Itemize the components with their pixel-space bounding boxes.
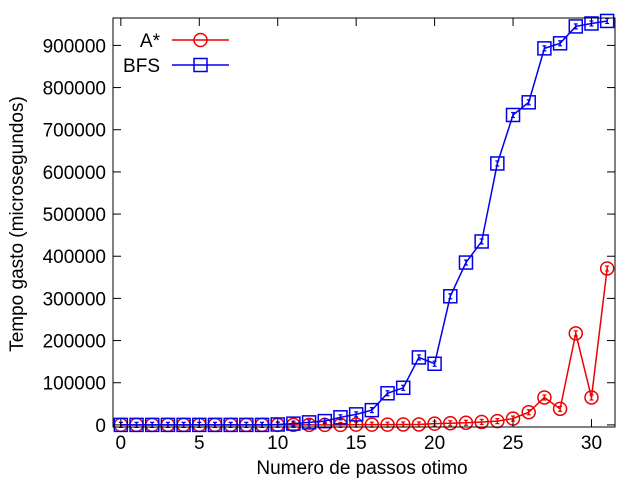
y-tick-label: 100000 bbox=[43, 374, 106, 395]
data-point bbox=[380, 417, 395, 432]
y-tick-label: 700000 bbox=[43, 121, 106, 142]
data-point bbox=[129, 417, 144, 433]
data-point bbox=[333, 410, 348, 425]
x-tick-label: 15 bbox=[346, 433, 367, 454]
y-axis-label: Tempo gasto (microsegundos) bbox=[7, 96, 28, 352]
data-point bbox=[395, 417, 411, 432]
data-point bbox=[254, 417, 270, 433]
data-point bbox=[144, 417, 160, 433]
data-point bbox=[207, 417, 223, 433]
y-tick-label: 800000 bbox=[43, 79, 106, 100]
data-point bbox=[490, 156, 505, 171]
data-point bbox=[599, 13, 615, 29]
y-tick-label: 0 bbox=[95, 416, 106, 437]
data-point bbox=[458, 415, 474, 431]
data-point bbox=[568, 19, 584, 34]
data-point bbox=[411, 417, 427, 432]
y-tick-label: 900000 bbox=[43, 36, 106, 57]
data-point bbox=[380, 386, 395, 401]
tick-labels: 0 5 10 15 20 25 30 0 100000 200000 300000 400000 500… bbox=[43, 36, 602, 454]
data-point bbox=[286, 416, 301, 431]
legend-label: A* bbox=[140, 31, 161, 52]
x-tick-label: 30 bbox=[581, 433, 602, 454]
series-astar bbox=[113, 261, 615, 433]
data-point bbox=[505, 107, 521, 123]
data-point bbox=[427, 416, 442, 431]
data-point bbox=[584, 16, 599, 31]
legend-marker bbox=[193, 32, 208, 48]
y-tick-label: 600000 bbox=[43, 163, 106, 184]
data-point bbox=[552, 401, 568, 417]
plot-content bbox=[113, 13, 615, 433]
axes bbox=[112, 17, 616, 428]
x-tick-label: 0 bbox=[116, 433, 127, 454]
data-point bbox=[348, 417, 364, 432]
data-point bbox=[317, 413, 333, 429]
x-tick-label: 10 bbox=[267, 433, 288, 454]
data-point bbox=[599, 261, 615, 276]
data-point bbox=[521, 404, 536, 420]
series-line bbox=[120, 268, 608, 426]
data-point bbox=[490, 413, 505, 429]
x-tick-label: 5 bbox=[194, 433, 205, 454]
legend-label: BFS bbox=[123, 56, 160, 77]
data-point bbox=[443, 415, 458, 431]
data-point bbox=[427, 356, 442, 372]
data-point bbox=[537, 41, 552, 56]
y-tick-label: 500000 bbox=[43, 205, 106, 226]
data-point bbox=[474, 234, 489, 249]
data-point bbox=[411, 350, 427, 365]
y-tick-label: 300000 bbox=[43, 289, 106, 310]
x-axis-label: Numero de passos otimo bbox=[256, 458, 467, 479]
data-point bbox=[364, 417, 380, 432]
legend-marker bbox=[193, 57, 208, 73]
data-point bbox=[552, 36, 568, 51]
data-point bbox=[584, 390, 599, 405]
data-point bbox=[568, 326, 584, 341]
data-point bbox=[521, 95, 536, 110]
data-point bbox=[458, 255, 474, 270]
data-point bbox=[239, 417, 254, 433]
data-point bbox=[270, 417, 285, 432]
data-point bbox=[537, 390, 552, 405]
y-tick-label: 400000 bbox=[43, 247, 106, 268]
data-point bbox=[474, 414, 489, 430]
plot-frame bbox=[112, 17, 616, 428]
data-point bbox=[364, 402, 380, 418]
data-point bbox=[395, 380, 411, 396]
legend: A* BFS bbox=[123, 31, 229, 77]
x-tick-label: 20 bbox=[424, 433, 445, 454]
data-point bbox=[192, 417, 207, 433]
series-line bbox=[120, 20, 608, 426]
data-point bbox=[160, 417, 176, 433]
data-point bbox=[443, 289, 458, 304]
x-tick-label: 25 bbox=[502, 433, 523, 454]
data-point bbox=[223, 417, 238, 433]
data-point bbox=[301, 415, 317, 430]
y-tick-label: 200000 bbox=[43, 332, 106, 353]
series-bfs bbox=[113, 13, 615, 433]
data-point bbox=[176, 417, 191, 433]
